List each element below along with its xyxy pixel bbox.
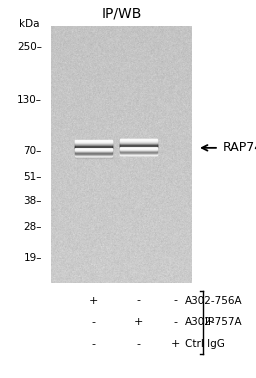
Bar	[75, 148, 112, 149]
Bar	[75, 144, 112, 145]
Bar	[75, 148, 112, 149]
Bar	[120, 149, 157, 150]
Bar	[120, 153, 157, 154]
Bar	[75, 152, 112, 153]
Text: 19–: 19–	[24, 253, 42, 263]
Bar	[120, 151, 157, 152]
Bar	[75, 154, 112, 155]
Bar	[75, 154, 112, 155]
Bar	[120, 142, 157, 143]
Bar	[120, 148, 157, 149]
Bar	[75, 151, 112, 152]
Text: IP/WB: IP/WB	[101, 7, 142, 21]
Bar	[75, 152, 112, 153]
Bar	[75, 149, 112, 150]
Bar	[75, 150, 112, 151]
Bar	[120, 141, 157, 142]
Bar	[75, 142, 112, 143]
Bar	[120, 149, 157, 150]
Bar	[120, 149, 157, 150]
Bar	[75, 142, 112, 143]
Bar	[75, 151, 112, 152]
Bar	[75, 150, 112, 151]
Bar	[75, 149, 112, 150]
Bar	[120, 147, 157, 148]
Bar	[75, 151, 112, 152]
Bar	[75, 151, 112, 152]
Bar	[75, 155, 112, 156]
Bar	[120, 150, 157, 151]
Bar	[75, 141, 112, 142]
Text: 70–: 70–	[24, 146, 42, 156]
Bar	[120, 139, 157, 140]
Text: A302-756A: A302-756A	[185, 296, 243, 305]
Bar	[120, 139, 157, 140]
Text: -: -	[136, 296, 141, 305]
Bar	[120, 152, 157, 153]
Bar	[75, 148, 112, 149]
Bar	[120, 140, 157, 141]
Bar	[75, 140, 112, 141]
Text: A302-757A: A302-757A	[185, 318, 243, 327]
Text: +: +	[134, 318, 143, 327]
Bar	[75, 153, 112, 154]
Text: 250–: 250–	[17, 42, 42, 52]
Bar	[120, 152, 157, 153]
Text: IP: IP	[205, 318, 215, 327]
Text: +: +	[170, 339, 180, 349]
Text: 51–: 51–	[24, 172, 42, 182]
Bar	[120, 150, 157, 151]
Bar	[120, 147, 157, 148]
Bar	[75, 146, 112, 147]
Bar	[75, 144, 112, 145]
Bar	[120, 147, 157, 148]
Text: +: +	[89, 296, 98, 305]
Bar	[120, 143, 157, 144]
Bar	[120, 149, 157, 150]
Bar	[120, 141, 157, 142]
Bar	[75, 152, 112, 153]
Bar	[120, 146, 157, 147]
Text: 38–: 38–	[24, 197, 42, 206]
Bar	[120, 147, 157, 148]
Bar	[120, 154, 157, 155]
Bar	[120, 145, 157, 146]
Bar	[120, 151, 157, 152]
Bar	[75, 149, 112, 150]
Bar	[120, 148, 157, 149]
Bar	[120, 148, 157, 149]
Text: -: -	[136, 339, 141, 349]
Text: -: -	[173, 296, 177, 305]
Bar	[75, 153, 112, 158]
Bar	[120, 153, 157, 154]
Bar	[75, 143, 112, 144]
Text: kDa: kDa	[19, 19, 40, 29]
Bar	[120, 144, 157, 145]
Text: -: -	[173, 318, 177, 327]
Bar	[75, 152, 112, 153]
Bar	[120, 142, 157, 143]
Bar	[120, 144, 157, 145]
Text: RAP74: RAP74	[223, 141, 256, 154]
Bar	[75, 153, 112, 154]
Bar	[75, 147, 112, 148]
Text: -: -	[91, 318, 95, 327]
Text: 28–: 28–	[24, 222, 42, 232]
Bar	[120, 151, 157, 152]
Bar	[75, 155, 112, 156]
Bar	[75, 145, 112, 146]
Text: 130–: 130–	[17, 96, 42, 105]
Bar	[75, 149, 112, 150]
Bar	[120, 154, 157, 155]
Bar	[75, 141, 112, 142]
Bar	[120, 146, 157, 147]
Bar	[120, 150, 157, 151]
Text: Ctrl IgG: Ctrl IgG	[185, 339, 225, 349]
Text: -: -	[91, 339, 95, 349]
Bar	[75, 145, 112, 146]
